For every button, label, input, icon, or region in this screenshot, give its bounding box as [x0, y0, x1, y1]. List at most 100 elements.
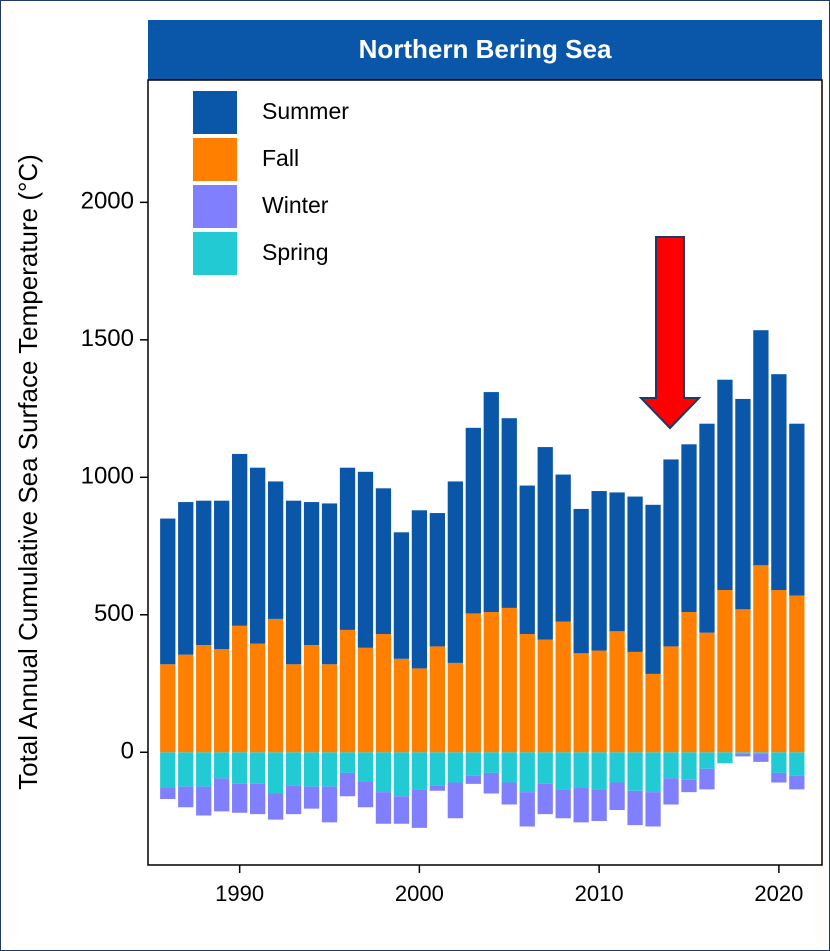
bar — [393, 752, 410, 797]
bar — [789, 595, 805, 753]
bar — [483, 752, 499, 773]
bar — [753, 752, 769, 754]
bar — [393, 796, 410, 824]
bar — [249, 643, 266, 753]
bar — [645, 752, 661, 793]
bar — [681, 612, 697, 753]
bar — [303, 645, 320, 753]
header — [148, 20, 822, 80]
bar — [717, 752, 733, 764]
bar — [465, 752, 481, 776]
bar — [681, 779, 697, 793]
bar — [663, 459, 679, 647]
bar — [357, 647, 374, 753]
bar — [285, 664, 302, 753]
bar — [645, 673, 661, 753]
bar — [429, 785, 446, 791]
bar — [591, 650, 607, 753]
bar — [627, 752, 643, 791]
bar — [196, 500, 212, 646]
bar — [645, 504, 661, 674]
bar — [591, 752, 607, 790]
bar — [501, 752, 517, 783]
bar — [483, 772, 499, 794]
bar — [160, 788, 176, 800]
bar — [537, 639, 553, 753]
bar — [375, 488, 392, 635]
bar — [537, 783, 553, 815]
chart-title: Northern Bering Sea — [359, 34, 612, 64]
bar — [321, 786, 338, 823]
bar — [663, 778, 679, 805]
bar — [303, 752, 320, 787]
legend-label: Summer — [262, 98, 349, 124]
bar — [735, 609, 751, 753]
bar — [429, 513, 446, 647]
legend-swatch — [191, 136, 239, 183]
bar — [429, 646, 446, 753]
bar — [178, 502, 194, 655]
arrow-annotation — [638, 236, 702, 430]
bar — [771, 590, 787, 753]
bar — [537, 447, 553, 640]
bar — [196, 752, 212, 787]
bar — [214, 752, 230, 779]
bar — [357, 752, 374, 782]
bar — [771, 752, 787, 773]
bar — [573, 752, 589, 789]
bar — [663, 752, 679, 779]
bar — [321, 503, 338, 665]
bar — [699, 752, 715, 769]
plot-border — [147, 79, 823, 866]
y-tick-label: 1000 — [81, 463, 134, 490]
x-tick-label: 1990 — [215, 881, 264, 906]
bar — [753, 753, 769, 762]
y-tick-label: 0 — [121, 738, 134, 765]
bar — [465, 613, 481, 753]
bar — [663, 646, 679, 753]
bar — [411, 752, 428, 790]
bar — [699, 423, 715, 633]
bar — [735, 398, 751, 610]
legend-label: Spring — [262, 239, 328, 265]
bar — [627, 790, 643, 826]
bar — [267, 793, 284, 820]
bar — [178, 654, 194, 753]
bar — [285, 785, 302, 815]
bar — [214, 649, 230, 753]
y-tick-label: 500 — [94, 600, 134, 627]
legend-swatch — [191, 230, 239, 277]
bar — [375, 752, 392, 793]
x-tick-label: 2020 — [754, 881, 803, 906]
bar — [447, 481, 463, 663]
bar — [178, 786, 194, 808]
bar — [519, 485, 535, 635]
bar — [303, 502, 320, 646]
y-axis-title: Total Annual Cumulative Sea Surface Temp… — [13, 154, 43, 790]
bar — [447, 662, 463, 753]
bar — [429, 752, 446, 786]
bar — [573, 508, 589, 654]
bar — [411, 510, 428, 669]
bar — [447, 752, 463, 783]
bar — [483, 392, 499, 613]
bar — [501, 782, 517, 805]
legend-label: Fall — [262, 145, 299, 171]
bar — [717, 379, 733, 591]
bar — [519, 792, 535, 827]
bar — [393, 658, 410, 753]
bar — [285, 500, 302, 665]
bar — [555, 474, 571, 622]
bar — [357, 781, 374, 808]
bar — [160, 664, 176, 753]
bar — [573, 788, 589, 823]
bar — [232, 752, 248, 784]
bar — [573, 653, 589, 753]
bar — [375, 792, 392, 824]
bar — [609, 752, 625, 783]
bar — [519, 634, 535, 753]
bar — [519, 752, 535, 793]
bar — [753, 565, 769, 753]
bar — [339, 772, 356, 797]
bar — [555, 789, 571, 819]
